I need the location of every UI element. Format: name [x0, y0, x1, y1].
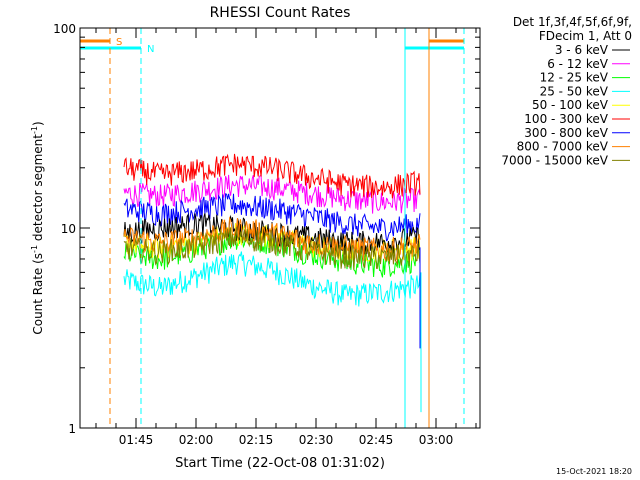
y-tick-label: 10 — [61, 222, 76, 236]
legend-label: 6 - 12 keV — [547, 57, 609, 71]
series-line — [123, 212, 421, 256]
y-label-part-2: detector segment — [31, 134, 45, 245]
x-tick-label: 02:00 — [179, 433, 214, 447]
series-line — [123, 153, 421, 199]
legend-label: 100 - 300 keV — [524, 112, 608, 126]
y-tick-label: 100 — [53, 22, 76, 36]
series-line — [123, 174, 421, 214]
y-tick-label: 1 — [68, 422, 76, 436]
x-tick-label: 02:15 — [239, 433, 274, 447]
flag-label-n: N — [147, 44, 154, 55]
y-axis-ticks: 1 10 100 — [53, 22, 480, 436]
x-tick-label: 02:30 — [299, 433, 334, 447]
series-lines — [123, 153, 422, 413]
series-line — [123, 193, 421, 242]
series-line — [123, 251, 421, 307]
legend-header-line-1: Det 1f,3f,4f,5f,6f,9f, — [513, 15, 632, 29]
y-label-part-1: Count Rate (s — [31, 253, 45, 335]
series-line — [123, 227, 421, 270]
legend-label: 50 - 100 keV — [532, 98, 609, 112]
legend-header-line-2: FDecim 1, Att 0 — [539, 29, 632, 43]
legend-label: 25 - 50 keV — [540, 84, 609, 98]
legend-label: 3 - 6 keV — [555, 43, 609, 57]
x-tick-label: 03:00 — [419, 433, 454, 447]
legend-label: 12 - 25 keV — [540, 71, 609, 85]
x-axis-label: Start Time (22-Oct-08 01:31:02) — [175, 456, 385, 471]
y-label-part-3: ) — [31, 121, 45, 126]
x-tick-label: 01:45 — [119, 433, 154, 447]
y-axis-label: Count Rate (s-1 detector segment-1) — [30, 121, 45, 334]
x-tick-label: 02:45 — [359, 433, 394, 447]
y-label-sup-1: -1 — [30, 245, 39, 253]
interval-markers — [109, 28, 465, 428]
flag-label-s: S — [116, 37, 122, 48]
legend-label: 7000 - 15000 keV — [501, 153, 608, 167]
legend-label: 800 - 7000 keV — [517, 140, 609, 154]
y-label-sup-2: -1 — [30, 126, 39, 134]
footer-timestamp: 15-Oct-2021 18:20 — [556, 467, 632, 476]
x-axis-ticks: 01:45 02:00 02:15 02:30 02:45 03:00 — [95, 28, 477, 447]
legend-label: 300 - 800 keV — [524, 126, 608, 140]
chart-title: RHESSI Count Rates — [210, 5, 351, 21]
